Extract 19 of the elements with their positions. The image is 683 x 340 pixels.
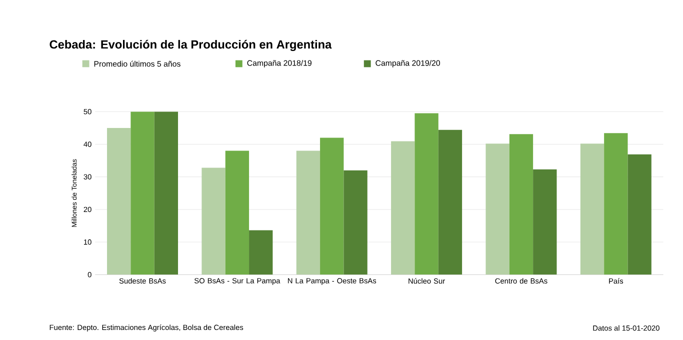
bar (154, 112, 178, 275)
bar (438, 130, 462, 275)
bar (391, 141, 415, 275)
bar (296, 150, 320, 275)
bar (414, 113, 438, 275)
bar (509, 134, 534, 275)
bar (533, 169, 557, 275)
bar (344, 170, 368, 275)
bar (604, 133, 628, 275)
bar (249, 230, 273, 275)
bar (107, 128, 131, 275)
bar (628, 154, 652, 275)
bar (580, 144, 604, 275)
chart-title: Cebada: Evolución de la Producción en Argentina (50, 40, 332, 52)
bar (225, 150, 250, 275)
bar (130, 112, 154, 275)
bar (486, 144, 510, 275)
bar (320, 138, 344, 275)
bar (202, 168, 226, 275)
